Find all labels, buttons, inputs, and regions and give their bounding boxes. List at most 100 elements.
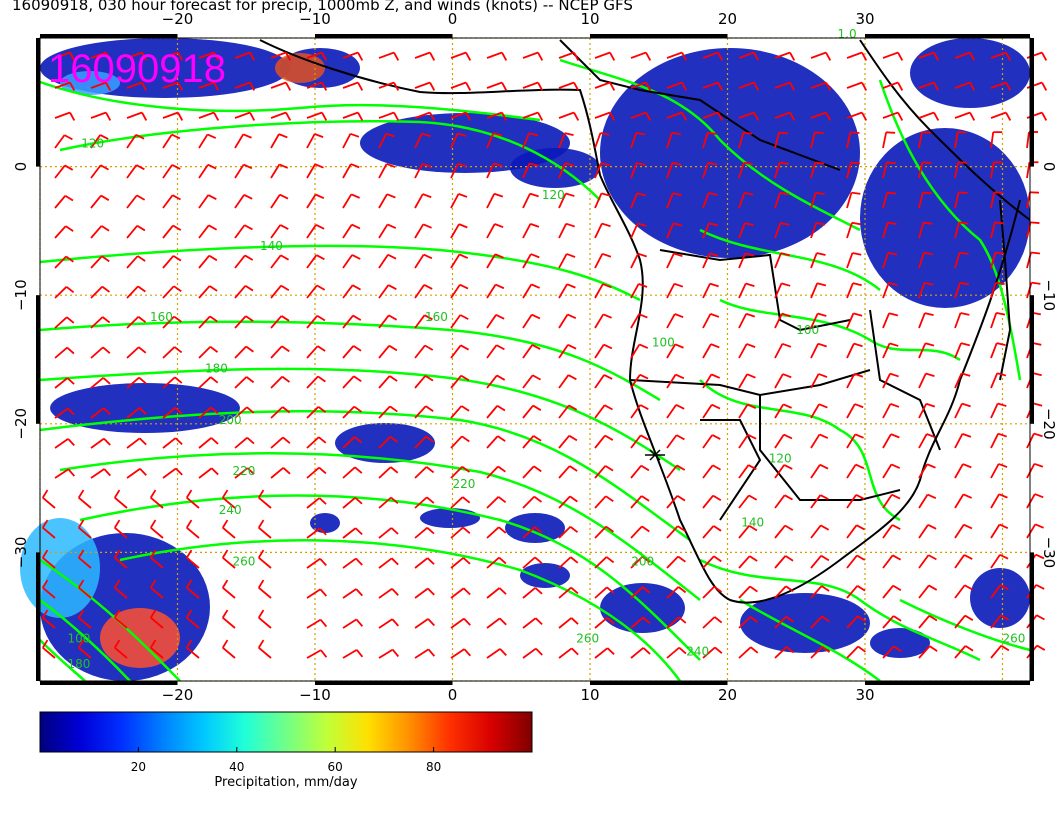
wind-barb [738,464,757,479]
wind-barb [558,374,577,389]
wind-barb [522,587,543,599]
wind-barb [90,285,111,299]
wind-barb [918,131,931,149]
wind-barb [41,519,56,539]
wind-barb [54,316,75,329]
wind-barb [306,51,328,61]
map-axes: −20 −20 −10 −10 0 0 10 10 20 20 30 30 0 0 −10 −10 −20 −20… [12,10,1056,704]
contour-line [559,58,861,232]
wind-barb [450,648,471,659]
wind-barb [666,282,684,299]
lon-tick-label-bottom: −20 [162,686,194,704]
wind-barb [558,132,574,149]
wind-barb [450,253,469,269]
wind-barb [113,609,128,629]
wind-barb [738,282,755,299]
wind-barb [774,252,790,269]
precip-area [50,383,240,433]
wind-barb [810,161,825,179]
wind-barb [306,81,328,91]
wind-barb [918,191,932,209]
wind-barb [738,555,758,569]
lon-tick-label-top: 10 [580,10,599,28]
wind-barb [378,223,397,239]
wind-barb [954,372,971,389]
wind-barb [162,467,183,479]
wind-barb [113,549,128,569]
wind-barb [1026,462,1044,479]
wind-barb [1026,251,1041,269]
wind-barb [738,585,758,599]
wind-barb [666,111,688,121]
wind-barb [594,434,614,449]
axis-bar [36,552,40,681]
contour-line [39,599,131,682]
wind-barb [810,554,830,569]
wind-barb [234,254,254,269]
wind-barb [306,649,328,659]
wind-barb [594,283,612,299]
precip-area [310,513,340,533]
wind-barb [77,489,92,509]
wind-barb [450,81,472,91]
wind-barb [450,193,468,209]
precip-area [600,48,860,258]
wind-barb [486,192,504,209]
wind-barb [414,648,436,659]
wind-barb [522,556,543,569]
wind-barb [630,131,646,149]
wind-barb [270,224,289,239]
map-frame [39,37,1031,682]
wind-barb [162,346,183,359]
contour-line [39,320,661,402]
wind-barb [270,163,289,179]
wind-barb [918,524,937,539]
wind-barb [270,193,289,209]
contour-label: 100 [796,323,819,337]
wind-barb [810,585,830,599]
lon-tick-label-top: 30 [855,10,874,28]
wind-barb [522,313,541,329]
contour-label: 160 [425,310,448,324]
wind-barb [198,406,219,419]
wind-barb [522,435,542,449]
wind-barb [378,111,400,121]
wind-barb [342,527,363,539]
contour-line [39,244,641,302]
wind-barb [113,579,128,599]
wind-barb [846,342,863,359]
wind-barb [486,496,507,509]
axis-bar [590,34,728,38]
wind-barb [306,163,324,179]
wind-barb [810,131,824,149]
coastline [869,309,941,451]
wind-barb [342,588,363,599]
wind-barb [257,579,272,599]
wind-barb [198,437,219,449]
wind-barb [594,525,614,539]
wind-barb [149,519,164,539]
wind-barb [522,404,542,419]
wind-barb [810,221,826,239]
wind-barb [954,584,973,599]
wind-barb [990,161,1003,179]
wind-barb [306,497,327,509]
wind-barb [414,284,433,299]
wind-barb [954,221,969,239]
wind-barb [918,251,933,269]
wind-barb [774,494,793,509]
wind-barb [198,81,220,91]
wind-barb [54,255,74,269]
wind-barb [666,434,685,449]
wind-barb [221,519,236,539]
wind-barb [126,164,145,179]
lat-tick-label-right: −30 [1040,537,1056,569]
wind-barb [342,223,361,239]
wind-barb [882,81,904,91]
wind-barb [221,639,236,659]
wind-barb [54,195,74,209]
wind-barb [1026,372,1042,389]
wind-barb [882,372,899,389]
wind-barb [594,343,613,359]
wind-barb [342,618,364,629]
